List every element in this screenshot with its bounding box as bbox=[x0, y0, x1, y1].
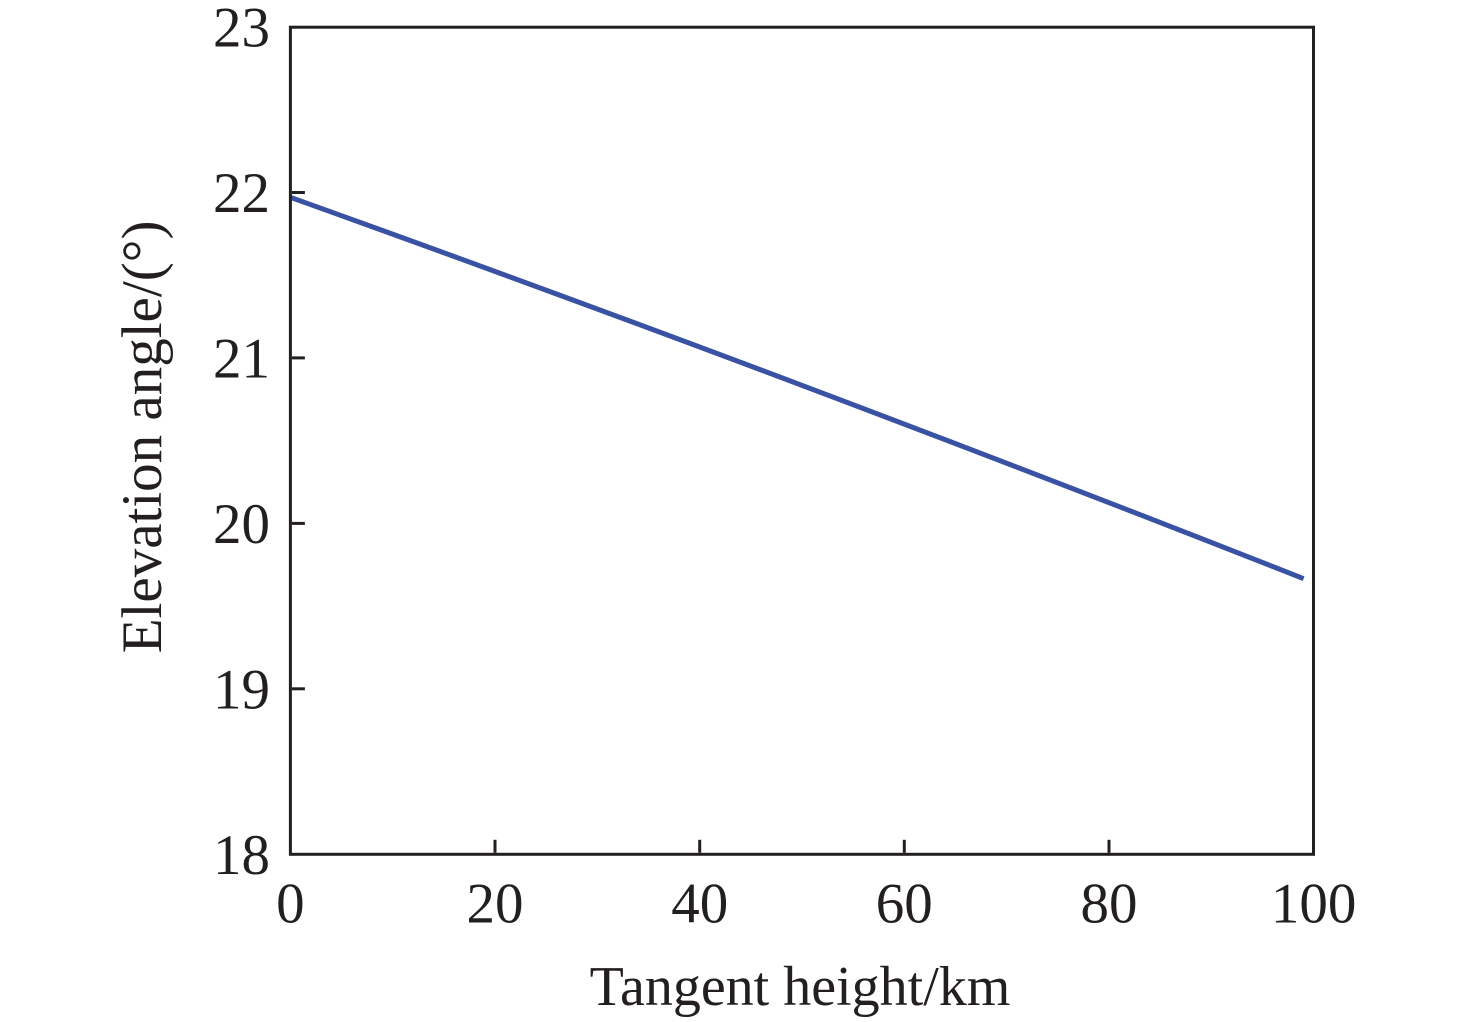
svg-text:Tangent height/km: Tangent height/km bbox=[590, 956, 1011, 1018]
svg-text:20: 20 bbox=[467, 873, 524, 936]
svg-text:Elevation angle/(°): Elevation angle/(°) bbox=[111, 221, 174, 654]
svg-text:100: 100 bbox=[1271, 873, 1357, 936]
svg-text:22: 22 bbox=[213, 162, 270, 225]
svg-text:60: 60 bbox=[876, 873, 933, 936]
svg-text:19: 19 bbox=[213, 658, 270, 721]
svg-text:0: 0 bbox=[276, 873, 305, 936]
svg-text:20: 20 bbox=[213, 493, 270, 556]
svg-text:80: 80 bbox=[1081, 873, 1138, 936]
svg-text:40: 40 bbox=[671, 873, 728, 936]
svg-text:21: 21 bbox=[213, 327, 270, 390]
svg-text:18: 18 bbox=[213, 824, 270, 887]
svg-text:23: 23 bbox=[213, 0, 270, 60]
